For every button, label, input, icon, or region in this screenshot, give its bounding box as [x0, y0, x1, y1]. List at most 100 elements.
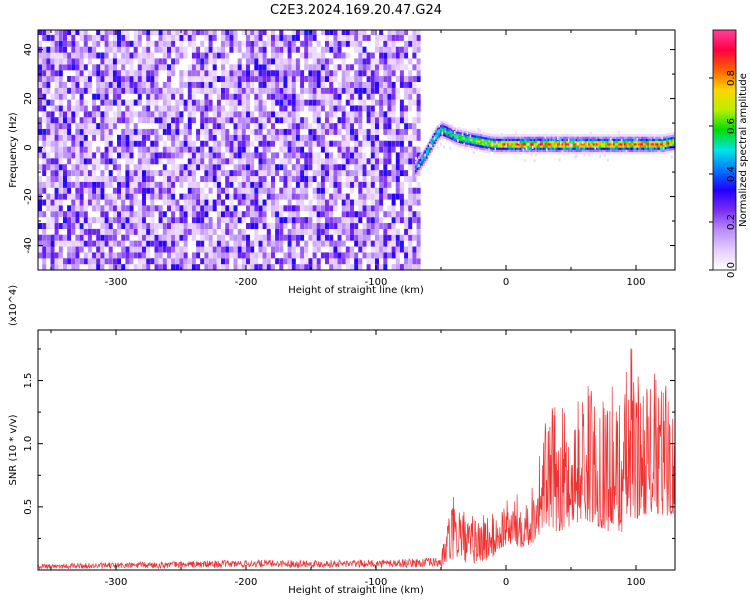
heatmap-cell [187, 193, 192, 200]
heatmap-cell [129, 158, 134, 165]
heatmap-cell [578, 134, 581, 137]
heatmap-cell [275, 199, 280, 206]
heatmap-cell [71, 117, 76, 124]
heatmap-cell [162, 152, 167, 159]
heatmap-cell [87, 128, 92, 135]
heatmap-cell [655, 147, 658, 150]
heatmap-cell [142, 228, 146, 235]
heatmap-cell [341, 181, 346, 188]
heatmap-cell [58, 240, 63, 247]
heatmap-cell [92, 111, 97, 118]
heatmap-cell [375, 99, 379, 106]
heatmap-cell [54, 81, 59, 88]
heatmap-cell [427, 155, 430, 159]
heatmap-cell [583, 145, 586, 148]
heatmap-cell [142, 146, 146, 153]
heatmap-cell [308, 40, 313, 47]
heatmap-cell [419, 156, 422, 159]
heatmap-cell [75, 211, 80, 218]
heatmap-cell [271, 193, 275, 200]
heatmap-cell [50, 264, 55, 270]
heatmap-cell [266, 199, 271, 206]
heatmap-cell [617, 147, 620, 150]
heatmap-cell [555, 149, 558, 153]
heatmap-cell [125, 234, 130, 241]
heatmap-cell [283, 187, 288, 194]
heatmap-cell [175, 234, 180, 241]
heatmap-cell [137, 111, 142, 118]
heatmap-cell [631, 147, 634, 150]
heatmap-cell [613, 134, 616, 137]
heatmap-cell [254, 176, 259, 182]
heatmap-cell [491, 140, 494, 143]
heatmap-cell [320, 187, 325, 194]
heatmap-cell [387, 117, 392, 124]
heatmap-cell [563, 147, 566, 150]
heatmap-cell [652, 151, 655, 155]
heatmap-cell [350, 246, 354, 253]
heatmap-cell [258, 158, 263, 165]
heatmap-cell [46, 46, 51, 53]
heatmap-cell [494, 140, 497, 144]
heatmap-cell [500, 151, 503, 155]
heatmap-cell [204, 217, 209, 224]
heatmap-cell [216, 199, 221, 206]
heatmap-cell [320, 87, 325, 94]
heatmap-cell [631, 134, 634, 137]
heatmap-cell [183, 52, 188, 59]
heatmap-cell [440, 129, 443, 132]
heatmap-cell [354, 34, 359, 41]
heatmap-cell [83, 205, 88, 212]
heatmap-cell [108, 223, 113, 229]
heatmap-cell [575, 134, 578, 137]
heatmap-cell [468, 138, 471, 141]
heatmap-cell [283, 234, 288, 241]
heatmap-cell [638, 151, 641, 155]
heatmap-cell [237, 187, 242, 194]
heatmap-cell [179, 52, 184, 59]
heatmap-cell [146, 93, 151, 100]
heatmap-cell [133, 187, 138, 194]
heatmap-cell [63, 64, 67, 71]
heatmap-cell [436, 127, 439, 131]
heatmap-cell [358, 52, 363, 59]
heatmap-cell [416, 64, 421, 71]
heatmap-cell [183, 70, 188, 77]
heatmap-cell [479, 149, 482, 152]
heatmap-cell [358, 40, 363, 47]
heatmap-cell [341, 34, 346, 41]
heatmap-cell [415, 167, 418, 170]
heatmap-cell [87, 240, 92, 247]
heatmap-cell [341, 81, 346, 88]
heatmap-cell [50, 252, 55, 259]
heatmap-cell [433, 139, 436, 142]
heatmap-cell [54, 40, 59, 47]
heatmap-cell [112, 81, 117, 88]
heatmap-cell [63, 164, 67, 171]
heatmap-cell [58, 81, 63, 88]
heatmap-cell [527, 142, 530, 146]
heatmap-cell [468, 129, 471, 132]
heatmap-cell [92, 46, 97, 53]
heatmap-cell [254, 134, 259, 141]
heatmap-cell [591, 138, 594, 142]
heatmap-cell [112, 199, 117, 206]
heatmap-cell [566, 142, 569, 146]
heatmap-cell [563, 152, 566, 156]
heatmap-cell [150, 111, 155, 118]
heatmap-cell [175, 99, 180, 106]
heatmap-cell [391, 46, 396, 53]
heatmap-cell [404, 52, 409, 59]
heatmap-cell [525, 138, 528, 142]
heatmap-cell [522, 138, 525, 142]
heatmap-cell [92, 170, 97, 177]
heatmap-cell [92, 64, 97, 71]
heatmap-cell [283, 146, 288, 153]
heatmap-cell [304, 164, 309, 171]
heatmap-cell [333, 205, 338, 212]
heatmap-cell [370, 140, 375, 147]
heatmap-cell [625, 151, 628, 155]
heatmap-cell [204, 205, 209, 212]
heatmap-cell [589, 132, 592, 135]
heatmap-cell [183, 228, 188, 235]
